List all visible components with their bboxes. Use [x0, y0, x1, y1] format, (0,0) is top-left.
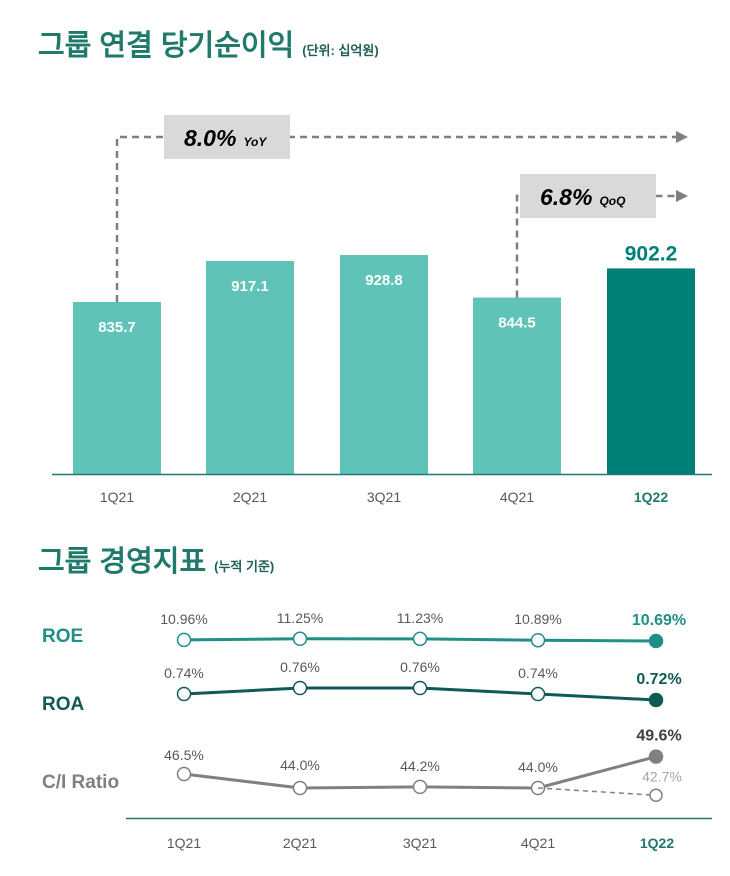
metrics-title-text: 그룹 경영지표 [38, 546, 207, 578]
roe-row-label: ROE [42, 626, 84, 647]
ciratio-value-label-1Q22: 49.6% [636, 728, 681, 745]
bar-1Q22 [607, 268, 695, 474]
bar-value-label-2Q21: 917.1 [231, 278, 269, 295]
qoq-callout-suffix: QoQ [599, 194, 626, 208]
roe-point-3Q21 [412, 631, 428, 647]
x-tick-label-1Q21: 1Q21 [100, 489, 134, 505]
yoy-callout-suffix: YoY [243, 135, 267, 149]
ciratio-value-label-4Q21: 44.0% [518, 759, 558, 775]
yoy-arrow-head [676, 131, 688, 143]
roe-value-label-4Q21: 10.89% [514, 611, 561, 627]
ciratio-alt-point [649, 788, 663, 803]
ciratio-value-label-3Q21: 44.2% [400, 758, 440, 774]
roe-value-label-2Q21: 11.25% [277, 610, 323, 626]
bar-2Q21 [206, 260, 294, 474]
roe-value-label-1Q21: 10.96% [160, 611, 207, 627]
x-tick-label-2Q21: 2Q21 [233, 489, 267, 505]
yoy-arrow-line [115, 135, 676, 302]
roa-point-4Q21 [530, 686, 546, 702]
metrics-x-tick-label-4Q21: 4Q21 [521, 835, 555, 851]
ciratio-value-label-1Q21: 46.5% [164, 747, 204, 763]
roa-value-label-4Q21: 0.74% [518, 665, 558, 681]
roe-point-4Q21 [530, 632, 546, 648]
ciratio-point-2Q21 [292, 780, 308, 796]
bar-1Q21 [73, 302, 161, 474]
bar-value-label-1Q22: 902.2 [625, 242, 678, 265]
roa-value-label-3Q21: 0.76% [400, 659, 440, 675]
roe-point-1Q21 [176, 632, 192, 648]
metrics-x-tick-label-1Q21: 1Q21 [167, 835, 201, 851]
bar-value-label-4Q21: 844.5 [498, 315, 536, 332]
ciratio-alt-dashed-line [537, 787, 657, 797]
ciratio-point-1Q22 [648, 749, 664, 764]
qoq-callout-text: 6.8% QoQ [540, 184, 626, 210]
x-tick-label-1Q22: 1Q22 [634, 489, 668, 505]
metrics-subtitle-text: (누적 기준) [214, 559, 275, 574]
yoy-callout-box [164, 115, 290, 159]
qoq-callout-box [520, 174, 656, 218]
yoy-callout-text: 8.0% YoY [184, 125, 267, 151]
roe-point-2Q21 [292, 631, 308, 647]
roa-point-1Q21 [176, 686, 192, 702]
x-tick-label-4Q21: 4Q21 [500, 489, 534, 505]
roe-point-1Q22 [648, 633, 664, 649]
roe-value-label-3Q21: 11.23% [397, 610, 443, 626]
ciratio-point-3Q21 [412, 779, 428, 795]
qoq-callout-value: 6.8% [540, 184, 592, 210]
ciratio-point-1Q21 [176, 766, 192, 782]
roe-value-label-1Q22: 10.69% [632, 612, 686, 629]
bar-3Q21 [340, 255, 428, 474]
bar-value-label-1Q21: 835.7 [98, 319, 136, 336]
roa-point-2Q21 [292, 680, 308, 696]
roa-point-3Q21 [412, 680, 428, 696]
profit-title-text: 그룹 연결 당기순이익 [38, 30, 295, 62]
roa-value-label-2Q21: 0.76% [280, 659, 320, 675]
roa-point-1Q22 [648, 692, 664, 708]
metrics-x-tick-label-2Q21: 2Q21 [283, 835, 317, 851]
bar-4Q21 [473, 297, 561, 474]
profit-chart-title: 그룹 연결 당기순이익 (단위: 십억원) [38, 22, 379, 64]
qoq-arrow-head [676, 190, 688, 202]
bar-value-label-3Q21: 928.8 [365, 272, 403, 289]
metrics-x-tick-label-1Q22: 1Q22 [640, 835, 674, 851]
ci-ratio-row-label: C/I Ratio [42, 772, 120, 793]
metrics-chart-title: 그룹 경영지표 (누적 기준) [38, 538, 274, 580]
profit-unit-text: (단위: 십억원) [302, 43, 379, 58]
ciratio-value-label-2Q21: 44.0% [280, 757, 320, 773]
roa-value-label-1Q22: 0.72% [636, 671, 681, 688]
ciratio-alt-value-label: 42.7% [642, 768, 682, 784]
yoy-callout-value: 8.0% [184, 125, 236, 151]
x-tick-label-3Q21: 3Q21 [367, 489, 401, 505]
roa-row-label: ROA [42, 694, 85, 715]
profit-bar-chart: 835.7 1Q21 917.1 2Q21 928.8 3Q21 844.5 4Q21 902.… [52, 115, 712, 505]
roa-value-label-1Q21: 0.74% [164, 665, 204, 681]
metrics-x-tick-label-3Q21: 3Q21 [403, 835, 437, 851]
